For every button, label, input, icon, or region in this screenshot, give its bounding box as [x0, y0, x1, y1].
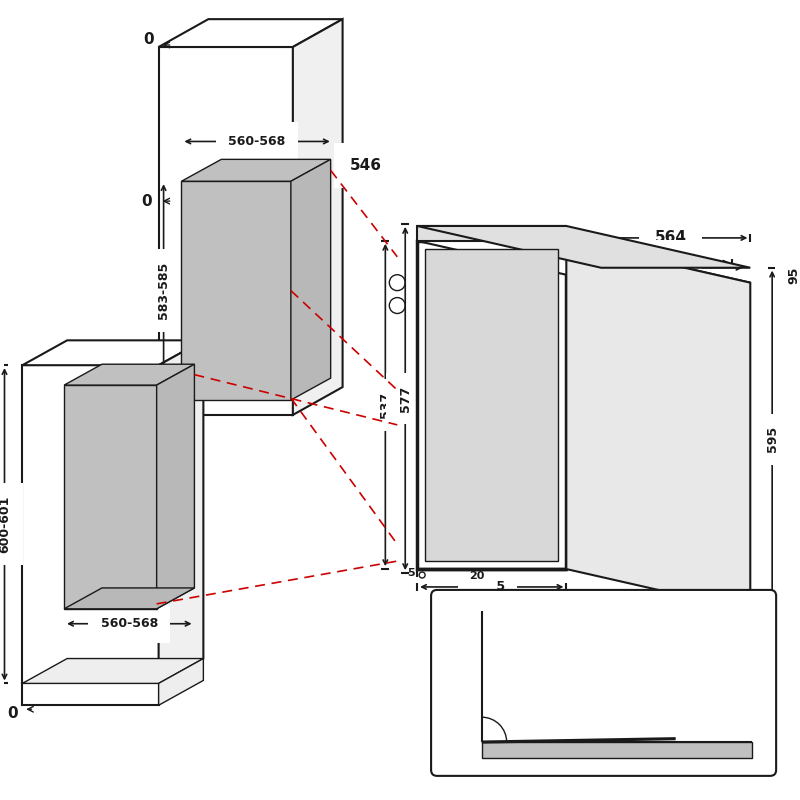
Text: 560-568: 560-568: [101, 618, 158, 630]
Polygon shape: [417, 226, 750, 268]
FancyBboxPatch shape: [431, 590, 776, 776]
Polygon shape: [157, 364, 194, 609]
Polygon shape: [64, 364, 194, 385]
Text: 10: 10: [725, 745, 740, 755]
Polygon shape: [417, 226, 566, 241]
Text: 0: 0: [142, 194, 152, 209]
Text: 537: 537: [379, 392, 392, 418]
Polygon shape: [291, 159, 330, 400]
Polygon shape: [293, 19, 342, 415]
Text: 18: 18: [459, 229, 474, 238]
Text: 95: 95: [787, 266, 800, 284]
Polygon shape: [22, 340, 203, 365]
Polygon shape: [158, 658, 203, 706]
Text: 546: 546: [350, 158, 382, 173]
Polygon shape: [158, 47, 293, 415]
Text: 89°: 89°: [512, 714, 535, 726]
Text: 477: 477: [575, 611, 602, 624]
Polygon shape: [22, 658, 203, 683]
Text: 0: 0: [143, 31, 154, 46]
Text: 20: 20: [469, 571, 485, 581]
Polygon shape: [158, 340, 203, 683]
Polygon shape: [158, 19, 342, 47]
Polygon shape: [482, 742, 752, 758]
Polygon shape: [417, 241, 566, 569]
Text: 583-585: 583-585: [157, 262, 170, 319]
Text: 564: 564: [654, 230, 686, 246]
Text: 0: 0: [709, 731, 716, 741]
Text: 577: 577: [398, 386, 412, 412]
Polygon shape: [425, 249, 558, 561]
Polygon shape: [182, 182, 291, 400]
Polygon shape: [182, 159, 330, 182]
Text: 550: 550: [235, 268, 274, 297]
Text: 0: 0: [7, 706, 18, 721]
Text: 550: 550: [111, 473, 150, 502]
Text: 560-568: 560-568: [229, 135, 286, 148]
Text: 345: 345: [654, 260, 686, 275]
Polygon shape: [417, 241, 750, 282]
Text: 600-601: 600-601: [0, 496, 11, 553]
Polygon shape: [22, 683, 158, 706]
Text: 5: 5: [407, 568, 415, 578]
Polygon shape: [64, 385, 157, 609]
Polygon shape: [566, 241, 750, 611]
Text: 543: 543: [654, 255, 685, 270]
Polygon shape: [22, 365, 158, 683]
Text: 595: 595: [478, 581, 505, 594]
Polygon shape: [64, 588, 194, 609]
Text: 595: 595: [766, 426, 778, 452]
